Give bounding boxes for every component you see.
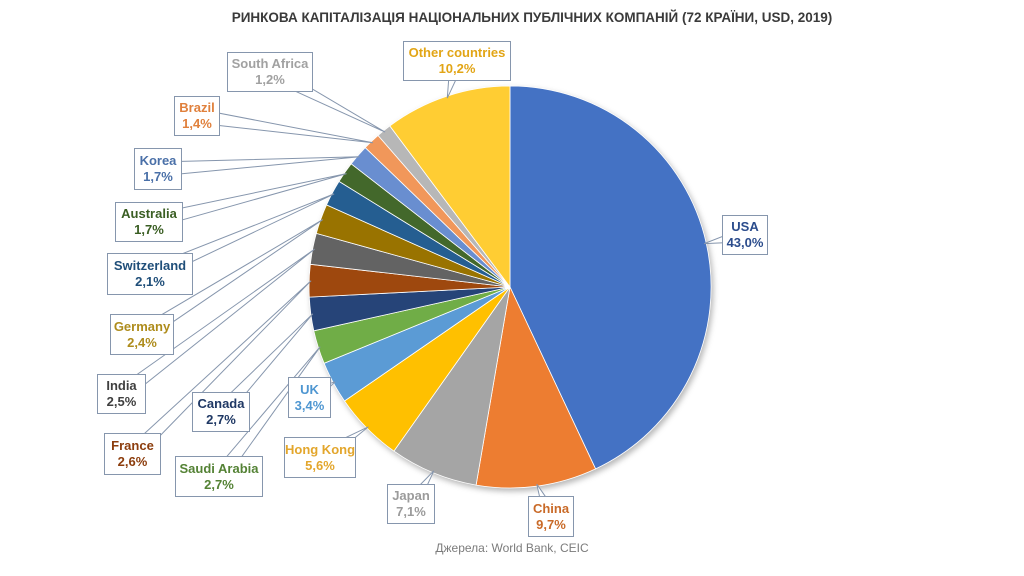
label-percent-value: 1,2% — [255, 72, 285, 87]
label-percent-value: 10,2% — [438, 61, 476, 76]
label-country-name: Hong Kong — [284, 441, 356, 457]
callout-label-germany: Germany 2,4% — [110, 314, 174, 355]
label-percent-value: 1,7% — [134, 222, 164, 237]
callout-label-australia: Australia 1,7% — [115, 202, 183, 242]
label-percent-value: 9,7% — [536, 516, 566, 532]
label-country-name: Australia — [121, 206, 177, 221]
label-country-name: Germany — [113, 318, 171, 334]
label-percent-value: 43,0% — [726, 235, 764, 250]
label-percent-value: 5,6% — [305, 457, 335, 473]
callout-label-india: India 2,5% — [97, 374, 146, 414]
label-country-name: USA — [731, 219, 759, 234]
label-country-name: Japan — [392, 488, 430, 503]
label-percent-value: 2,1% — [135, 274, 165, 289]
label-country-name: Saudi Arabia — [179, 460, 259, 476]
label-percent-value: 2,5% — [106, 394, 137, 409]
callout-label-usa: USA 43,0% — [722, 215, 768, 255]
label-percent-value: 2,6% — [117, 454, 148, 469]
label-percent-value: 2,4% — [127, 334, 157, 350]
label-country-name: UK — [300, 381, 319, 397]
callout-label-uk: UK 3,4% — [288, 377, 331, 418]
label-country-name: Other countries — [408, 45, 506, 60]
source-note: Джерела: World Bank, CEIC — [435, 541, 589, 555]
label-country-name: Canada — [197, 396, 245, 411]
label-country-name: China — [532, 500, 570, 516]
callout-label-south-africa: South Africa 1,2% — [227, 52, 313, 92]
pie-slice-other-countries — [389, 85, 511, 289]
label-percent-value: 1,4% — [182, 116, 212, 131]
callout-label-china: China 9,7% — [528, 496, 574, 537]
callout-label-korea: Korea 1,7% — [134, 148, 182, 190]
label-country-name: Brazil — [179, 100, 215, 115]
pie-slices — [308, 85, 712, 489]
callout-label-brazil: Brazil 1,4% — [174, 96, 220, 136]
callout-label-japan: Japan 7,1% — [387, 484, 435, 524]
callout-label-france: France 2,6% — [104, 433, 161, 475]
callout-label-other-countries: Other countries 10,2% — [403, 41, 511, 81]
label-country-name: Korea — [139, 153, 177, 168]
callout-label-saudi-arabia: Saudi Arabia 2,7% — [175, 456, 263, 497]
label-percent-value: 1,7% — [143, 169, 173, 184]
label-percent-value: 2,7% — [204, 476, 234, 492]
callout-label-switzerland: Switzerland 2,1% — [107, 253, 193, 295]
label-country-name: South Africa — [231, 56, 309, 71]
label-percent-value: 3,4% — [294, 397, 325, 413]
chart-title: РИНКОВА КАПІТАЛІЗАЦІЯ НАЦІОНАЛЬНИХ ПУБЛІ… — [231, 10, 833, 25]
callout-label-hong-kong: Hong Kong 5,6% — [284, 437, 356, 478]
label-country-name: India — [106, 378, 137, 393]
label-percent-value: 7,1% — [396, 504, 426, 519]
callout-label-canada: Canada 2,7% — [192, 392, 250, 432]
label-percent-value: 2,7% — [206, 412, 236, 427]
leader-line-korea — [157, 156, 360, 177]
label-country-name: France — [111, 438, 154, 453]
label-country-name: Switzerland — [113, 258, 187, 273]
